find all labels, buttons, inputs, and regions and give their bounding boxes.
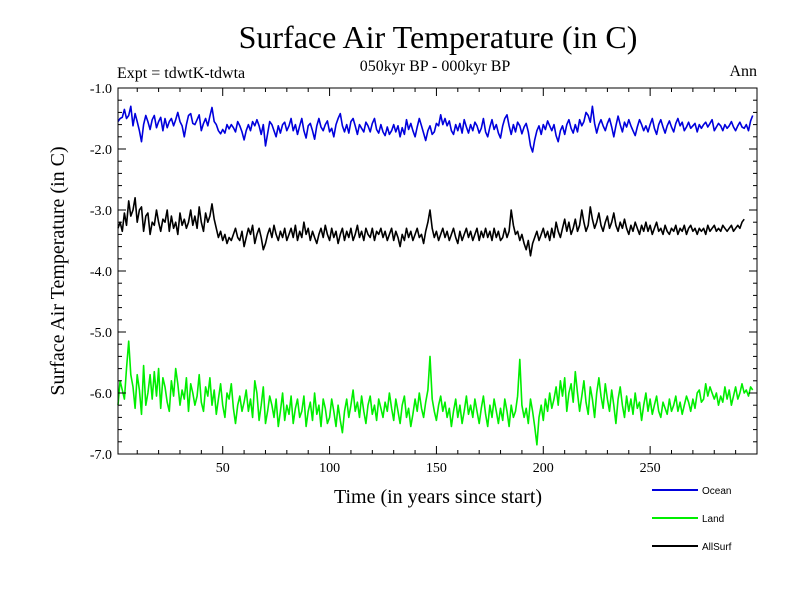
x-tick-label: 50 xyxy=(216,461,230,476)
y-tick-label: -3.0 xyxy=(90,204,112,219)
x-tick-label: 200 xyxy=(533,461,554,476)
series-layer xyxy=(117,105,754,446)
y-tick-label: -7.0 xyxy=(90,448,112,463)
y-axis-label: Surface Air Temperature (in C) xyxy=(47,146,69,395)
series-line-ocean xyxy=(117,105,754,153)
season-label: Ann xyxy=(729,63,757,80)
experiment-label: Expt = tdwtK-tdwta xyxy=(117,65,245,82)
y-tick-label: -2.0 xyxy=(90,143,112,158)
y-tick-label: -5.0 xyxy=(90,326,112,341)
x-tick-label: 250 xyxy=(640,461,661,476)
legend-label-allsurf: AllSurf xyxy=(702,542,732,553)
plot-frame xyxy=(117,87,758,455)
chart-title: Surface Air Temperature (in C) xyxy=(239,19,638,55)
series-line-allsurf xyxy=(117,197,745,257)
x-tick-label: 100 xyxy=(319,461,340,476)
legend: Ocean Land AllSurf xyxy=(652,486,732,553)
legend-label-land: Land xyxy=(702,514,724,525)
y-tick-label: -1.0 xyxy=(90,82,112,97)
legend-label-ocean: Ocean xyxy=(702,486,731,497)
x-axis-label: Time (in years since start) xyxy=(334,486,542,508)
y-tick-label: -4.0 xyxy=(90,265,112,280)
x-tick-label: 150 xyxy=(426,461,447,476)
series-line-land xyxy=(117,340,754,446)
y-tick-label: -6.0 xyxy=(90,387,112,402)
ticks-layer: 50 100 150 200 250 -1.0 -2.0 -3.0 -4.0 -5.0 -6.0 -7… xyxy=(90,82,757,476)
chart-subtitle: 050kyr BP - 000kyr BP xyxy=(360,58,511,75)
